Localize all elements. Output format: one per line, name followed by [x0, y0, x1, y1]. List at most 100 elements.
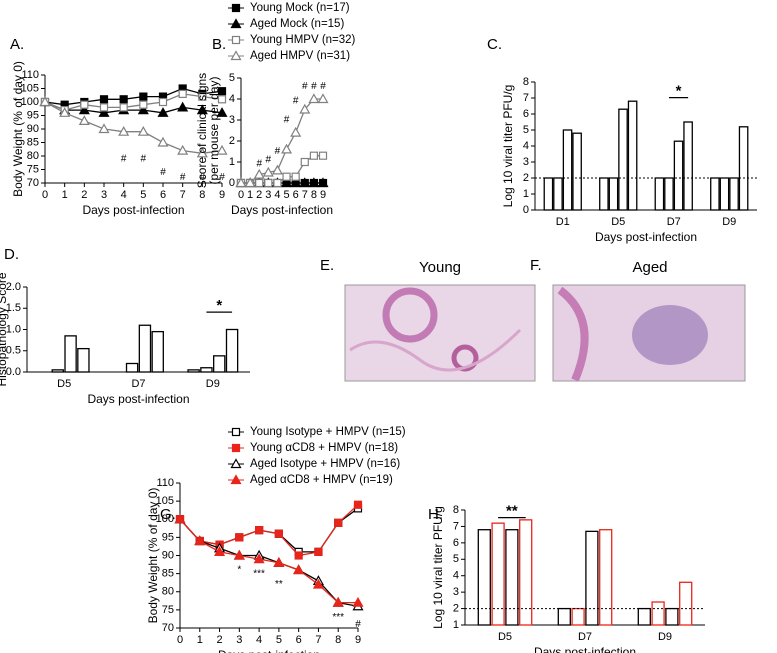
marker [80, 100, 89, 109]
series-line [44, 101, 223, 154]
panel-label: F. [530, 257, 542, 274]
x-tick-label: D1 [556, 216, 570, 228]
marker [139, 92, 148, 101]
x-axis-label: Days post-infection [218, 648, 320, 653]
x-tick-label: D7 [131, 378, 145, 390]
marker [119, 95, 128, 104]
series-line [44, 101, 223, 114]
x-tick-label: 6 [296, 634, 302, 646]
y-tick-label: 5 [229, 72, 235, 84]
y-tick-label: 1.0 [6, 323, 21, 335]
x-tick-label: 5 [283, 189, 289, 201]
annotation: ** [506, 503, 518, 520]
annotation: # [121, 153, 127, 164]
bar [599, 529, 613, 626]
marker [137, 125, 149, 136]
marker [300, 157, 309, 167]
annotation: # [180, 172, 186, 183]
bar [519, 519, 533, 626]
marker [264, 178, 273, 188]
marker [157, 107, 169, 117]
annotation: # [302, 81, 308, 92]
bar [608, 177, 619, 211]
bar [125, 362, 139, 373]
marker [312, 578, 324, 589]
marker [119, 103, 128, 112]
x-tick-label: 8 [335, 634, 341, 646]
y-axis-label: Histopathology Score [0, 272, 9, 386]
y-tick-label: 110 [21, 69, 39, 81]
x-axis-label: Days post-infection [87, 392, 189, 406]
y-tick-label: 90 [162, 549, 174, 561]
bar [665, 607, 679, 626]
annotation: # [355, 619, 361, 630]
marker [178, 89, 187, 99]
marker [157, 136, 169, 147]
x-tick-label: 1 [247, 189, 253, 201]
annotation: *** [253, 568, 265, 579]
y-tick-label: 80 [162, 586, 174, 598]
series-line [44, 87, 223, 106]
y-tick-label: 90 [27, 123, 39, 135]
x-axis-label: Days post-infection [534, 645, 636, 653]
marker [255, 178, 264, 188]
x-tick-label: 2 [256, 189, 262, 201]
annotation: # [275, 146, 281, 157]
y-tick-label: 7 [523, 92, 529, 104]
marker [282, 172, 291, 181]
x-tick-label: 2 [216, 634, 222, 646]
legend-marker [231, 443, 241, 453]
y-tick-label: 3 [523, 156, 529, 168]
x-axis-label: Days post-infection [595, 230, 697, 244]
annotation: # [311, 81, 317, 92]
marker [196, 147, 208, 158]
marker [235, 177, 247, 188]
annotation: # [266, 155, 272, 166]
marker [217, 87, 227, 96]
annotation: * [216, 297, 222, 314]
x-tick-label: 7 [180, 189, 186, 201]
marker [353, 500, 363, 509]
bar [719, 177, 730, 211]
y-tick-label: 2 [453, 602, 459, 614]
bar [572, 132, 582, 211]
panel-label: A. [10, 36, 24, 53]
x-tick-label: 7 [302, 189, 308, 201]
marker [177, 144, 189, 155]
y-tick-label: 0 [523, 204, 529, 216]
marker [78, 104, 90, 115]
airway [382, 287, 438, 343]
series-line [241, 155, 323, 184]
x-tick-label: D9 [206, 378, 220, 390]
x-tick-label: 5 [140, 189, 146, 201]
tissue [349, 328, 522, 372]
bar [664, 177, 674, 211]
marker [334, 518, 343, 527]
marker [233, 549, 245, 560]
legend-marker [230, 18, 242, 29]
y-tick-label: 110 [156, 477, 174, 489]
y-tick-label: 2 [229, 135, 235, 147]
y-tick-label: 0.5 [6, 345, 21, 357]
x-tick-label: D5 [57, 378, 71, 390]
bar [679, 581, 693, 626]
marker [214, 546, 226, 556]
x-tick-label: D7 [667, 216, 681, 228]
bar [64, 335, 77, 373]
y-tick-label: 5 [453, 553, 459, 565]
annotation: # [320, 81, 326, 92]
series-line [179, 518, 358, 604]
legend-label: Aged HMPV (n=31) [250, 50, 350, 62]
panel-label: E. [320, 257, 334, 274]
panel-label: B. [212, 36, 226, 53]
y-tick-label: 75 [27, 163, 39, 175]
series-line [179, 504, 359, 557]
y-tick-label: 100 [21, 96, 39, 108]
legend-marker [230, 458, 242, 469]
marker [262, 166, 274, 177]
annotation: # [200, 172, 206, 183]
marker [271, 164, 283, 175]
x-tick-label: 9 [219, 189, 225, 201]
annotation: # [141, 153, 147, 164]
marker [194, 535, 206, 546]
